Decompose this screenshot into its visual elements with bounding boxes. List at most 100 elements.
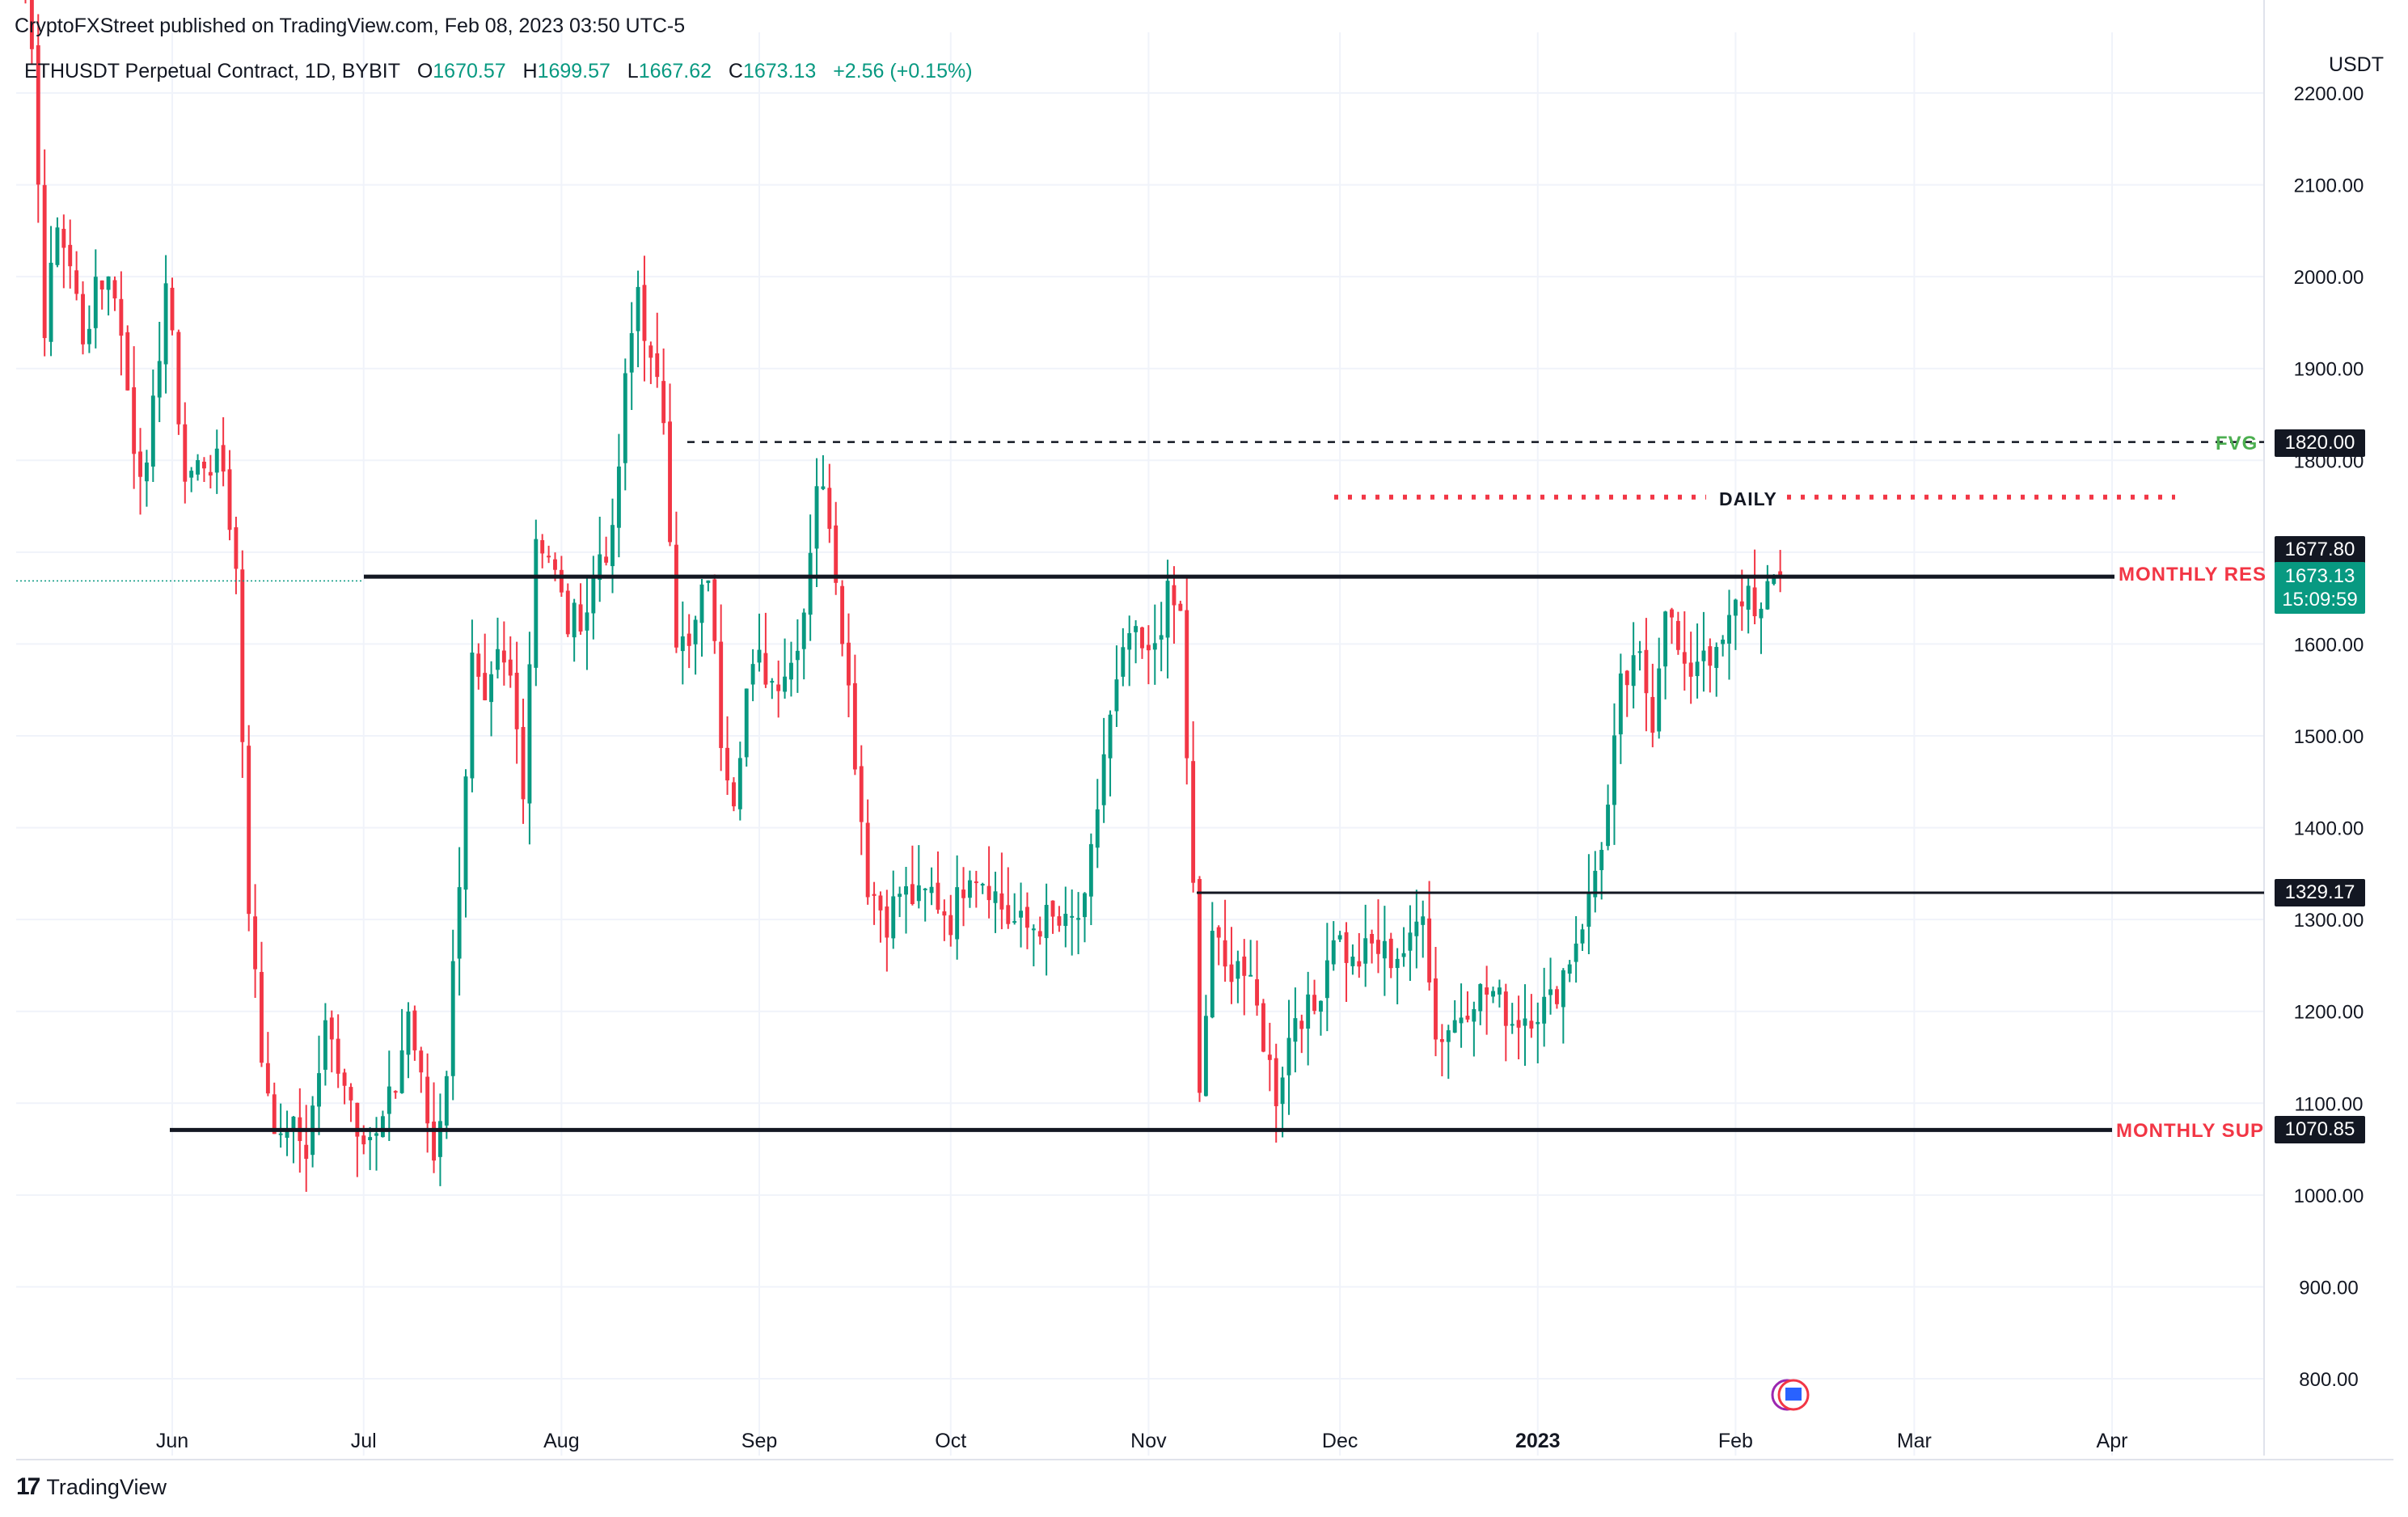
candle-body — [132, 387, 137, 454]
candle-body — [189, 471, 194, 478]
candle-body — [527, 664, 532, 804]
candle-body — [1280, 1077, 1285, 1105]
x-tick-label: Nov — [1130, 1430, 1167, 1452]
candle-body — [783, 676, 788, 692]
candle-body — [801, 612, 806, 649]
candle-body — [789, 662, 793, 680]
candle-body — [585, 612, 589, 631]
candle-body — [1057, 916, 1062, 926]
candle-body — [1012, 921, 1017, 923]
candle-body — [1159, 635, 1164, 640]
x-tick-label: Sep — [741, 1430, 777, 1452]
candle-body — [1108, 714, 1113, 758]
candle-body — [808, 552, 813, 615]
candle-body — [1006, 905, 1011, 924]
candle-body — [419, 1050, 424, 1073]
x-tick-label: Oct — [935, 1430, 966, 1452]
candle-body — [1529, 1020, 1534, 1029]
candle-body — [1675, 620, 1680, 650]
candle-body — [336, 1038, 340, 1074]
candle-body — [891, 896, 896, 939]
candle-body — [361, 1135, 366, 1145]
candle-body — [821, 486, 826, 489]
candle-body — [974, 881, 978, 884]
candle-body — [1337, 935, 1342, 940]
monthly-res-price-tag: 1677.80 — [2275, 536, 2365, 564]
candle-body — [1286, 1037, 1291, 1075]
candle-body — [1414, 921, 1419, 936]
candle-body — [1637, 651, 1642, 653]
candle-body — [1076, 918, 1081, 920]
candle-body — [1050, 900, 1055, 917]
candle-body — [412, 1010, 417, 1050]
candle-body — [763, 653, 768, 685]
y-tick-label: 1100.00 — [2295, 1093, 2364, 1115]
candle-body — [463, 776, 468, 890]
candle-body — [1510, 1024, 1515, 1026]
candle-body — [840, 585, 845, 644]
candle-body — [1759, 608, 1764, 619]
candle-body — [1401, 953, 1406, 957]
candle-body — [399, 1050, 404, 1093]
candle-body — [565, 590, 570, 635]
candle-body — [457, 887, 462, 959]
candle-body — [1101, 754, 1106, 805]
candle-body — [55, 227, 60, 265]
candle-body — [425, 1076, 430, 1124]
candle-body — [112, 280, 117, 299]
candle-body — [795, 650, 800, 661]
candle-body — [387, 1086, 391, 1114]
candle-body — [450, 961, 455, 1076]
candle-body — [106, 276, 111, 290]
candle-body — [1478, 984, 1483, 1012]
y-tick-label: 1200.00 — [2294, 1002, 2364, 1024]
candle-body — [616, 466, 621, 528]
y-tick-label: 1400.00 — [2294, 818, 2364, 840]
candle-body — [1644, 649, 1649, 694]
candle-body — [138, 451, 142, 477]
candle-body — [227, 469, 232, 530]
candle-body — [1114, 679, 1119, 712]
candle-body — [770, 681, 775, 683]
candle-body — [1618, 673, 1623, 735]
publisher-line: CryptoFXStreet published on TradingView.… — [15, 15, 686, 37]
candle-body — [1580, 929, 1585, 944]
candle-body — [859, 766, 864, 822]
x-tick-label: Apr — [2097, 1430, 2128, 1452]
candle-body — [1765, 581, 1770, 610]
candle-body — [744, 688, 749, 758]
close-value: 1673.13 — [742, 60, 817, 82]
candle-body — [247, 746, 251, 915]
symbol-name[interactable]: ETHUSDT Perpetual Contract, 1D, BYBIT — [24, 60, 400, 82]
x-tick-label: Mar — [1897, 1430, 1932, 1452]
candle-body — [961, 889, 965, 898]
candle-body — [1376, 940, 1380, 954]
candle-body — [706, 580, 711, 583]
currency-label[interactable]: USDT — [2328, 53, 2384, 76]
candle-body — [355, 1102, 360, 1137]
tradingview-logo[interactable]: 17 TradingView — [16, 1473, 167, 1501]
candle-body — [1146, 644, 1151, 651]
candle-body — [1299, 1020, 1304, 1029]
candle-body — [655, 353, 660, 378]
fvg-label: FVG — [2216, 433, 2258, 454]
candle-body — [737, 758, 742, 809]
candle-body — [999, 893, 1004, 910]
candle-body — [847, 642, 851, 686]
y-tick-label: 1300.00 — [2294, 910, 2364, 932]
candle-body — [898, 894, 902, 898]
candle-body — [1548, 989, 1553, 995]
candle-body — [693, 619, 698, 644]
candle-body — [629, 332, 634, 373]
candle-body — [936, 882, 940, 910]
candle-body — [1140, 627, 1144, 649]
candle-body — [304, 1144, 309, 1160]
candle-body — [183, 424, 188, 482]
candle-body — [1727, 615, 1731, 644]
candle-body — [1752, 587, 1757, 617]
candle-body — [157, 361, 162, 398]
candle-body — [1178, 603, 1183, 611]
candle-body — [1516, 1020, 1521, 1028]
candle-body — [885, 906, 889, 938]
